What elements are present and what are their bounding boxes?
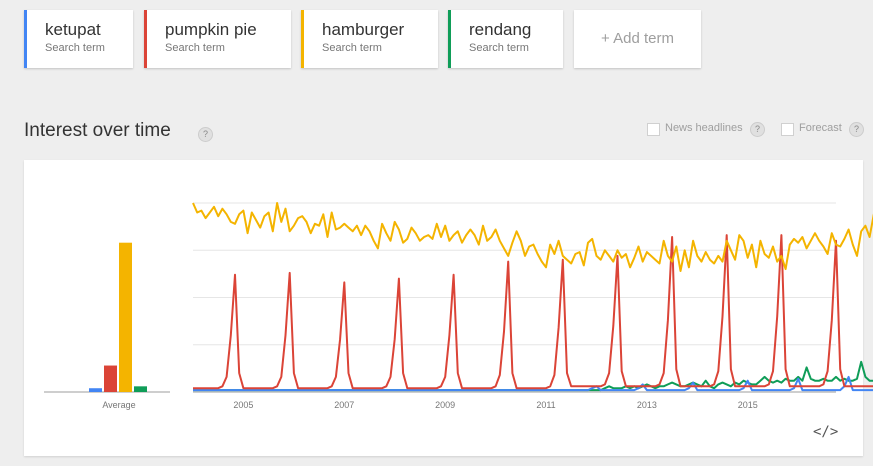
term-name: rendang	[469, 20, 532, 39]
chart-panel	[24, 160, 863, 456]
forecast-checkbox[interactable]	[781, 123, 794, 136]
help-icon[interactable]: ?	[198, 127, 213, 142]
term-name: ketupat	[45, 20, 101, 39]
term-subtitle: Search term	[469, 42, 529, 54]
term-subtitle: Search term	[45, 42, 105, 54]
term-card-ketupat[interactable]: ketupat Search term	[24, 10, 133, 68]
term-name: hamburger	[322, 20, 405, 39]
term-card-hamburger[interactable]: hamburger Search term	[301, 10, 438, 68]
embed-code-icon[interactable]: </>	[813, 424, 839, 440]
forecast-label: Forecast	[799, 122, 842, 134]
term-card-pumpkin-pie[interactable]: pumpkin pie Search term	[144, 10, 291, 68]
help-icon[interactable]: ?	[750, 122, 765, 137]
term-subtitle: Search term	[165, 42, 225, 54]
term-name: pumpkin pie	[165, 20, 257, 39]
section-title: Interest over time	[24, 120, 171, 141]
news-headlines-checkbox[interactable]	[647, 123, 660, 136]
term-subtitle: Search term	[322, 42, 382, 54]
add-term-button[interactable]: + Add term	[574, 10, 701, 68]
help-icon[interactable]: ?	[849, 122, 864, 137]
news-headlines-label: News headlines	[665, 122, 743, 134]
term-card-rendang[interactable]: rendang Search term	[448, 10, 563, 68]
